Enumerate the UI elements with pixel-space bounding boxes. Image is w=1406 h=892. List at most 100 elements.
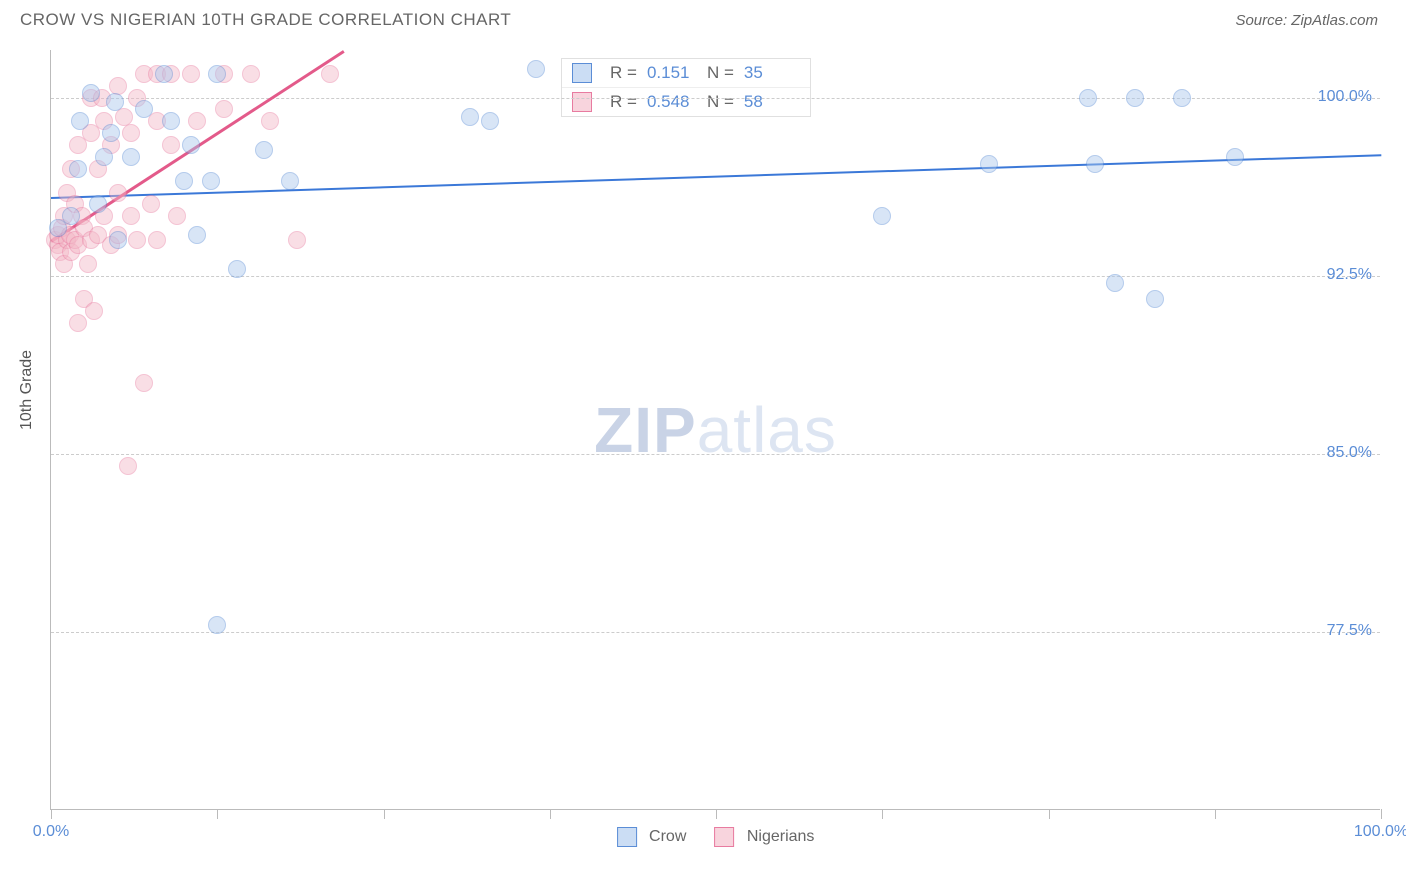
scatter-point (85, 302, 103, 320)
scatter-point (128, 231, 146, 249)
stat-r-value-crow: 0.151 (647, 63, 697, 83)
stat-r-label: R = (610, 92, 637, 112)
x-axis-tick (217, 809, 218, 819)
watermark: ZIPatlas (594, 393, 837, 467)
y-axis-tick-label: 77.5% (1327, 622, 1372, 640)
x-axis-tick-label: 100.0% (1354, 823, 1406, 841)
scatter-point (82, 84, 100, 102)
y-axis-tick-label: 85.0% (1327, 444, 1372, 462)
scatter-point (95, 148, 113, 166)
scatter-point (228, 260, 246, 278)
scatter-point (1126, 89, 1144, 107)
header-row: CROW VS NIGERIAN 10TH GRADE CORRELATION … (0, 0, 1406, 38)
scatter-point (69, 160, 87, 178)
stat-row-crow: R = 0.151 N = 35 (562, 59, 810, 87)
gridline (51, 632, 1380, 633)
x-axis-tick (384, 809, 385, 819)
scatter-point (481, 112, 499, 130)
scatter-point (261, 112, 279, 130)
legend-item-crow: Crow (617, 827, 687, 847)
chart-container: CROW VS NIGERIAN 10TH GRADE CORRELATION … (0, 0, 1406, 892)
scatter-point (162, 112, 180, 130)
y-axis-tick-label: 92.5% (1327, 266, 1372, 284)
stat-r-label: R = (610, 63, 637, 83)
scatter-point (182, 65, 200, 83)
scatter-point (69, 314, 87, 332)
scatter-point (1226, 148, 1244, 166)
scatter-point (122, 148, 140, 166)
legend-item-nigerians: Nigerians (714, 827, 814, 847)
scatter-point (71, 112, 89, 130)
scatter-point (321, 65, 339, 83)
scatter-point (79, 255, 97, 273)
y-axis-tick-label: 100.0% (1318, 88, 1372, 106)
trend-line (51, 155, 1381, 200)
scatter-point (175, 172, 193, 190)
stat-n-value-crow: 35 (744, 63, 794, 83)
scatter-point (202, 172, 220, 190)
scatter-point (208, 65, 226, 83)
scatter-point (148, 231, 166, 249)
scatter-point (119, 457, 137, 475)
x-axis-tick (51, 809, 52, 819)
scatter-point (527, 60, 545, 78)
scatter-point (873, 207, 891, 225)
scatter-point (89, 195, 107, 213)
stat-r-value-nigerians: 0.548 (647, 92, 697, 112)
x-axis-tick-label: 0.0% (33, 823, 69, 841)
scatter-point (62, 207, 80, 225)
scatter-point (1173, 89, 1191, 107)
scatter-point (162, 136, 180, 154)
gridline (51, 276, 1380, 277)
scatter-point (135, 374, 153, 392)
scatter-point (1106, 274, 1124, 292)
scatter-point (168, 207, 186, 225)
stat-n-label: N = (707, 63, 734, 83)
scatter-point (122, 207, 140, 225)
scatter-point (122, 124, 140, 142)
x-axis-tick (1381, 809, 1382, 819)
scatter-point (980, 155, 998, 173)
scatter-point (255, 141, 273, 159)
scatter-point (142, 195, 160, 213)
scatter-point (288, 231, 306, 249)
scatter-point (109, 77, 127, 95)
legend-label-crow: Crow (649, 828, 686, 845)
legend-swatch-nigerians (714, 827, 734, 847)
correlation-stat-box: R = 0.151 N = 35 R = 0.548 N = 58 (561, 58, 811, 117)
scatter-point (188, 226, 206, 244)
stat-n-value-nigerians: 58 (744, 92, 794, 112)
legend-label-nigerians: Nigerians (747, 828, 815, 845)
plot-area: ZIPatlas R = 0.151 N = 35 R = 0.548 N = … (50, 50, 1380, 810)
bottom-legend: Crow Nigerians (617, 827, 815, 847)
stat-n-label: N = (707, 92, 734, 112)
scatter-point (1086, 155, 1104, 173)
scatter-point (208, 616, 226, 634)
x-axis-tick (1049, 809, 1050, 819)
source-attribution: Source: ZipAtlas.com (1235, 12, 1378, 29)
scatter-point (109, 184, 127, 202)
scatter-point (461, 108, 479, 126)
scatter-point (242, 65, 260, 83)
scatter-point (281, 172, 299, 190)
scatter-point (1079, 89, 1097, 107)
stat-swatch-nigerians (572, 92, 592, 112)
scatter-point (102, 124, 120, 142)
stat-swatch-crow (572, 63, 592, 83)
scatter-point (1146, 290, 1164, 308)
legend-swatch-crow (617, 827, 637, 847)
scatter-point (188, 112, 206, 130)
x-axis-tick (1215, 809, 1216, 819)
x-axis-tick (716, 809, 717, 819)
chart-title: CROW VS NIGERIAN 10TH GRADE CORRELATION … (20, 10, 511, 30)
scatter-point (109, 231, 127, 249)
scatter-point (215, 100, 233, 118)
scatter-point (106, 93, 124, 111)
x-axis-tick (550, 809, 551, 819)
scatter-point (155, 65, 173, 83)
stat-row-nigerians: R = 0.548 N = 58 (562, 87, 810, 116)
x-axis-tick (882, 809, 883, 819)
scatter-point (135, 100, 153, 118)
gridline (51, 454, 1380, 455)
scatter-point (182, 136, 200, 154)
